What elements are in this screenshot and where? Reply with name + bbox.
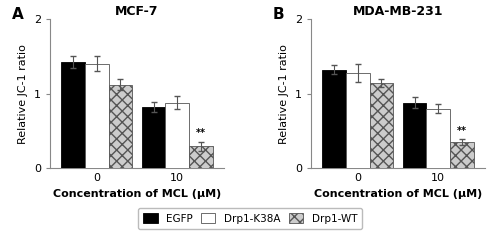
X-axis label: Concentration of MCL (μM): Concentration of MCL (μM) [53, 189, 221, 199]
X-axis label: Concentration of MCL (μM): Concentration of MCL (μM) [314, 189, 482, 199]
Bar [346, 73, 370, 168]
Bar [61, 62, 85, 168]
Bar [426, 109, 450, 168]
Bar [108, 85, 132, 168]
Text: **: ** [196, 128, 206, 138]
Y-axis label: Relative JC-1 ratio: Relative JC-1 ratio [18, 44, 28, 143]
Title: MDA-MB-231: MDA-MB-231 [353, 4, 444, 18]
Text: B: B [272, 7, 284, 22]
Text: **: ** [457, 125, 467, 135]
Text: A: A [12, 7, 24, 22]
Title: MCF-7: MCF-7 [115, 4, 159, 18]
Bar [322, 70, 346, 168]
Bar [450, 142, 474, 168]
Bar [402, 102, 426, 168]
Legend: EGFP, Drp1-K38A, Drp1-WT: EGFP, Drp1-K38A, Drp1-WT [138, 208, 362, 229]
Bar [142, 107, 166, 168]
Bar [189, 146, 213, 168]
Y-axis label: Relative JC-1 ratio: Relative JC-1 ratio [280, 44, 289, 143]
Bar [166, 102, 189, 168]
Bar [370, 83, 394, 168]
Bar [85, 64, 108, 168]
